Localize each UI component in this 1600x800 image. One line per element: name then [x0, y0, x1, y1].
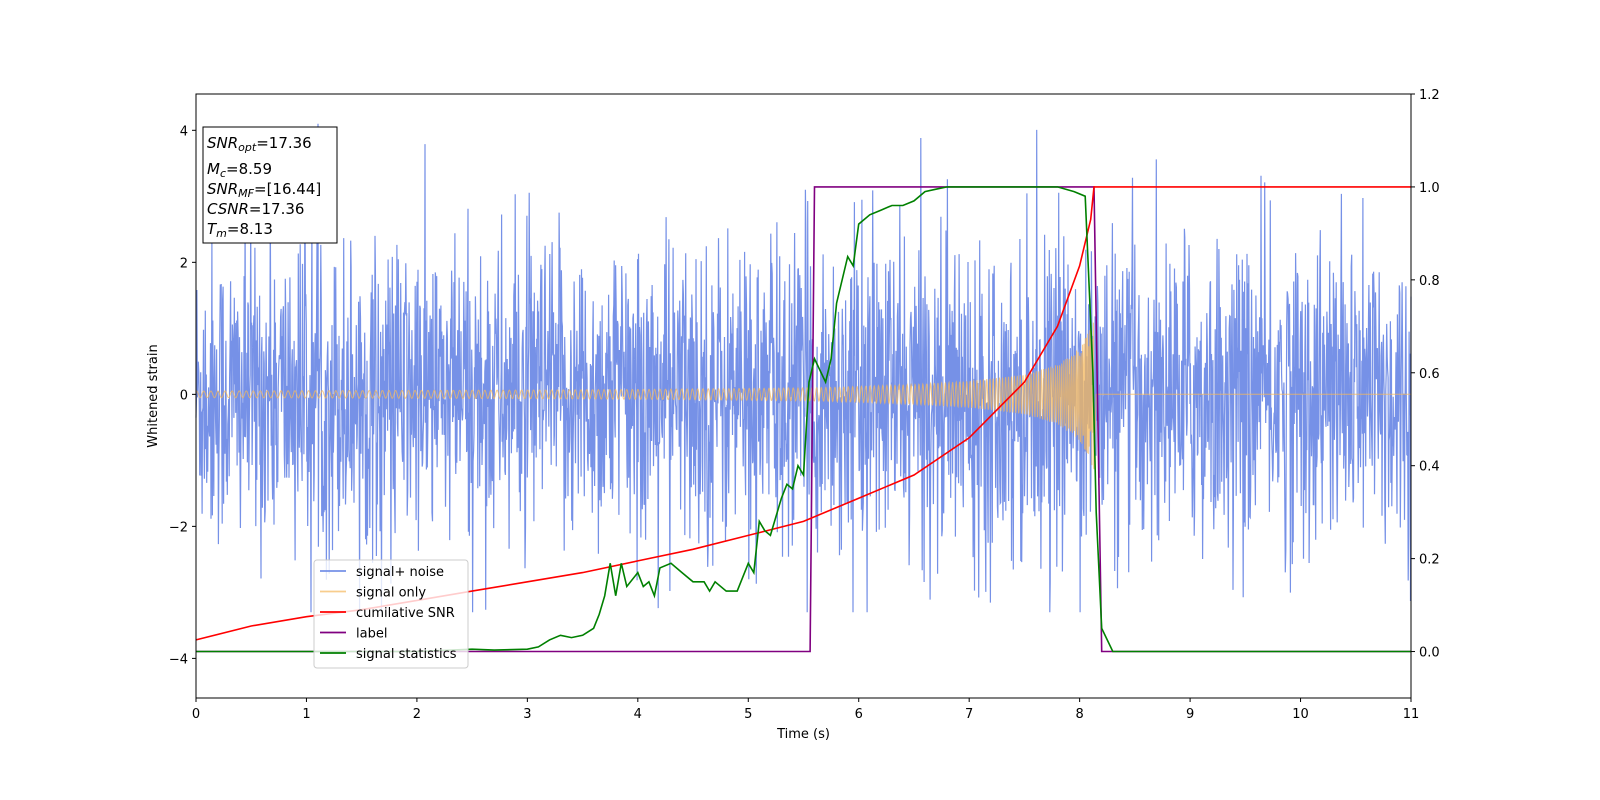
x-tick-label: 5 [744, 707, 752, 722]
stats-box-frame [202, 126, 338, 244]
x-axis-label: Time (s) [776, 727, 830, 742]
series-signal-statistics [196, 186, 1411, 653]
x-axis: 0 1 2 3 4 5 6 7 8 9 10 11 [192, 698, 1419, 722]
y-tick-label: −2 [169, 520, 188, 535]
stats-tm: Tm=8.13 [207, 220, 273, 240]
y2-tick-label: 1.0 [1419, 181, 1440, 196]
legend-entry: cumilative SNR [356, 606, 455, 621]
legend-entry: label [356, 627, 387, 642]
y-tick-label: 2 [180, 256, 188, 271]
y-axis-label: Whitened strain [146, 344, 161, 447]
stats-mc: Mc=8.59 [207, 160, 272, 180]
x-tick-label: 8 [1075, 707, 1083, 722]
y-tick-label: 0 [180, 388, 188, 403]
signal-chirp [195, 322, 1411, 470]
y-tick-label: 4 [180, 124, 188, 139]
x-tick-label: 3 [523, 707, 531, 722]
noise-trace [195, 123, 1412, 613]
x-tick-label: 0 [192, 707, 200, 722]
series-signal-noise [195, 123, 1412, 613]
x-tick-label: 11 [1403, 707, 1420, 722]
x-tick-label: 2 [413, 707, 421, 722]
x-tick-label: 7 [965, 707, 973, 722]
legend-frame [313, 559, 469, 669]
stats-snr-mf: SNRMF=[16.44] [207, 180, 321, 200]
axes-frame [195, 93, 1412, 699]
stats-snr-opt: SNRopt=17.36 [207, 134, 312, 154]
x-tick-label: 9 [1186, 707, 1194, 722]
series-signal-only [195, 322, 1411, 470]
y-tick-label: −4 [169, 652, 188, 667]
x-tick-label: 4 [634, 707, 642, 722]
x-tick-label: 10 [1292, 707, 1309, 722]
stats-csnr: CSNR=17.36 [207, 200, 304, 218]
legend-entry: signal only [356, 586, 426, 601]
legend-entry: signal statistics [356, 647, 457, 662]
x-tick-label: 6 [855, 707, 863, 722]
stats-box: SNRopt=17.36 Mc=8.59 SNRMF=[16.44] CSNR=… [202, 126, 338, 244]
y2-tick-label: 1.2 [1419, 88, 1440, 103]
x-tick-label: 1 [302, 707, 310, 722]
y2-tick-label: 0.8 [1419, 274, 1440, 289]
y2-tick-label: 0.4 [1419, 460, 1440, 475]
y2-tick-label: 0.2 [1419, 553, 1440, 568]
legend-entry: signal+ noise [356, 565, 444, 580]
y2-tick-label: 0.6 [1419, 367, 1440, 382]
y-axis-right: 0.0 0.2 0.4 0.6 0.8 1.0 1.2 [1411, 88, 1440, 661]
y2-tick-label: 0.0 [1419, 646, 1440, 661]
y-axis-left: −4 −2 0 2 4 [169, 124, 196, 667]
legend: signal+ noise signal only cumilative SNR la… [313, 559, 469, 669]
